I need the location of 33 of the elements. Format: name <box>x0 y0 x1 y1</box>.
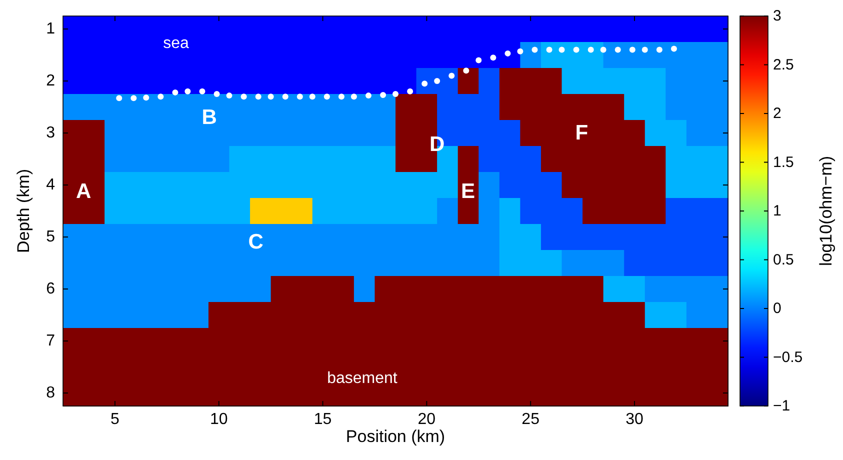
x-tick-label: 30 <box>626 411 644 428</box>
color-bar-label: 0.5 <box>773 251 794 268</box>
x-tick-label: 25 <box>522 411 540 428</box>
color-bar-label: −1 <box>773 398 790 414</box>
annotation: sea <box>163 34 190 52</box>
color-bar-title: log10(ohm−m) <box>816 156 836 266</box>
y-tick-label: 8 <box>46 384 56 402</box>
y-tick-label: 2 <box>46 72 56 90</box>
color-bar-label: 2.5 <box>773 56 794 74</box>
y-axis-title: Depth (km) <box>14 168 33 254</box>
y-tick-label: 3 <box>46 124 56 142</box>
color-bar-label: 2 <box>773 105 782 122</box>
x-tick-label: 20 <box>418 411 436 428</box>
x-axis-title: Position (km) <box>346 427 446 446</box>
y-tick-label: 6 <box>46 280 56 298</box>
y-tick-label: 7 <box>46 332 56 350</box>
color-bar-label: 3 <box>773 8 782 24</box>
color-bar-label: 0 <box>773 300 782 317</box>
color-bar-label: −0.5 <box>773 348 803 366</box>
color-bar-label: 1.5 <box>773 154 794 171</box>
annotation: F <box>575 122 588 144</box>
x-tick-label: 10 <box>210 411 228 428</box>
x-tick-label: 5 <box>110 411 120 428</box>
annotation: B <box>202 106 217 129</box>
color-bar-label: 1 <box>773 202 782 220</box>
annotation: A <box>76 180 92 203</box>
y-tick-label: 1 <box>46 20 56 38</box>
annotation: E <box>460 180 475 203</box>
x-tick-label: 15 <box>314 411 332 428</box>
y-tick-label: 5 <box>46 228 56 246</box>
annotation: basement <box>327 370 398 388</box>
annotation: C <box>248 230 264 254</box>
y-tick-label: 4 <box>46 176 56 194</box>
